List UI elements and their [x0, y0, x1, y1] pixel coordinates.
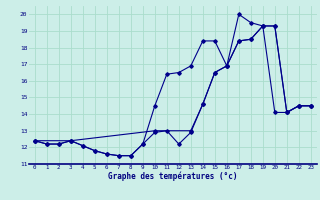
X-axis label: Graphe des températures (°c): Graphe des températures (°c) — [108, 172, 237, 181]
